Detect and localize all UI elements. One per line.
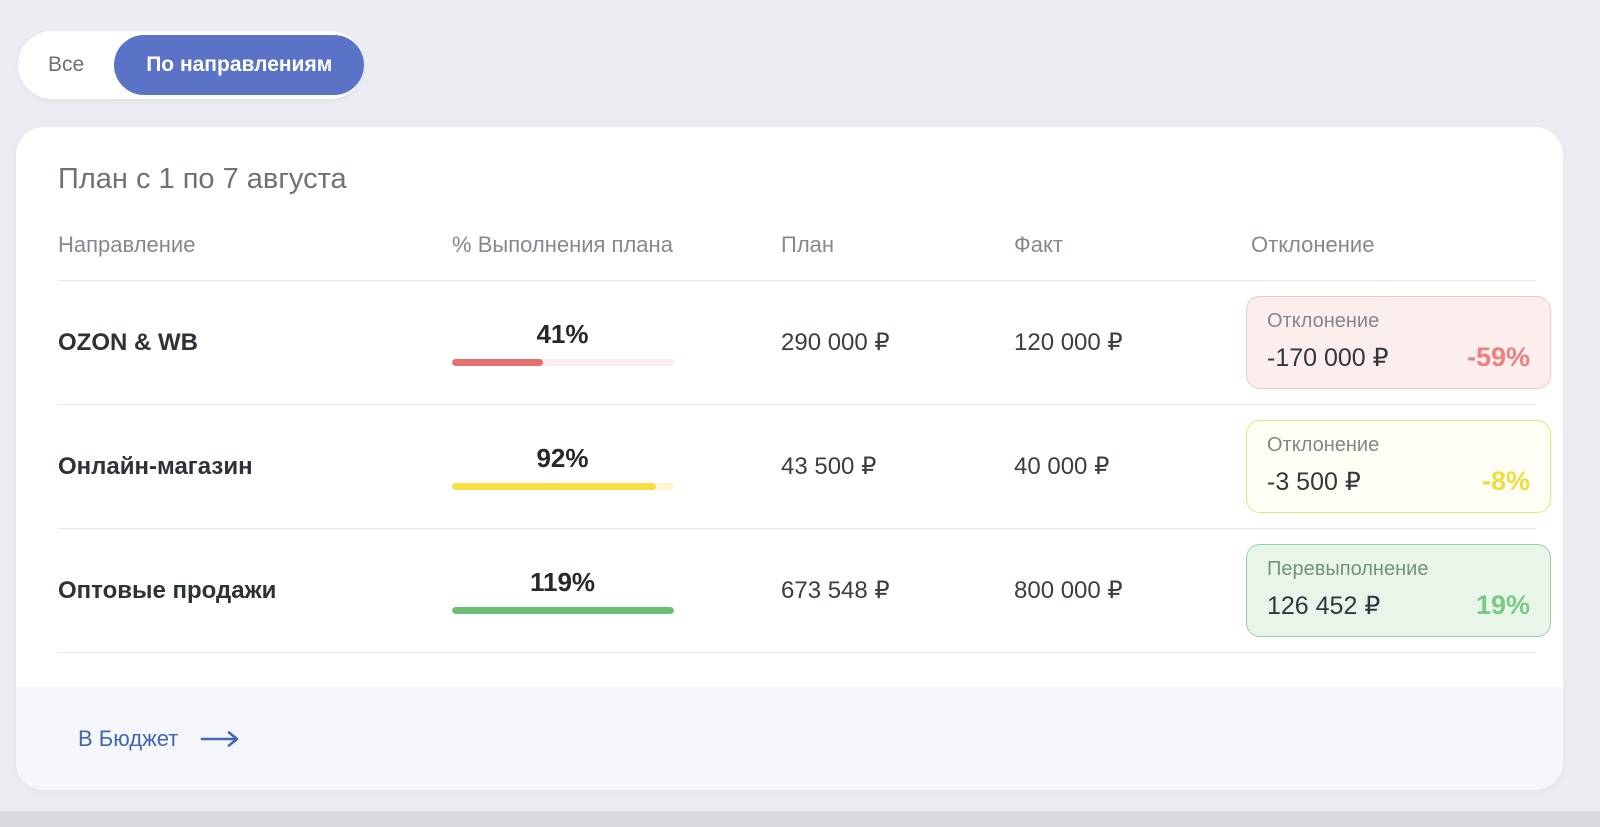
toggle-by-direction-button[interactable]: По направлениям — [114, 35, 365, 95]
budget-link[interactable]: В Бюджет — [78, 726, 240, 752]
deviation-badge: Отклонение -3 500 ₽ -8% — [1246, 420, 1551, 513]
card-title: План с 1 по 7 августа — [58, 163, 347, 195]
fact-value: 40 000 ₽ — [1014, 453, 1110, 480]
overachievement-badge: Перевыполнение 126 452 ₽ 19% — [1246, 544, 1551, 637]
fact-value: 800 000 ₽ — [1014, 577, 1123, 604]
toggle-all-button[interactable]: Все — [18, 31, 114, 99]
table-row: Онлайн-магазин 92% 43 500 ₽ 40 000 ₽ Отк… — [58, 405, 1551, 529]
deviation-badge-label: Отклонение — [1267, 310, 1380, 332]
plan-completion-progress: 119% — [441, 567, 684, 614]
table-row: Оптовые продажи 119% 673 548 ₽ 800 000 ₽… — [58, 529, 1551, 653]
card-footer: В Бюджет — [16, 687, 1563, 790]
progress-bar-fill — [451, 359, 543, 366]
deviation-badge-label: Перевыполнение — [1267, 558, 1429, 580]
deviation-badge-label: Отклонение — [1267, 434, 1380, 456]
deviation-percent: 19% — [1475, 590, 1530, 620]
budget-link-label: В Бюджет — [78, 725, 179, 751]
column-header-percent: % Выполнения плана — [452, 232, 673, 257]
plan-value: 290 000 ₽ — [781, 329, 890, 356]
plan-completion-progress: 92% — [441, 443, 684, 490]
progress-bar-track — [451, 607, 674, 614]
view-toggle-group: Все По направлениям — [18, 31, 365, 99]
direction-name: Онлайн-магазин — [58, 452, 253, 480]
progress-bar-track — [451, 483, 674, 490]
column-header-fact: Факт — [1014, 232, 1063, 257]
page-bottom-strip — [0, 811, 1600, 827]
deviation-percent: -8% — [1481, 466, 1530, 496]
progress-bar-track — [451, 359, 674, 366]
fact-value: 120 000 ₽ — [1014, 329, 1123, 356]
progress-percent-label: 41% — [536, 319, 589, 349]
plan-value: 43 500 ₽ — [781, 453, 877, 480]
table-header-row: Направление % Выполнения плана План Факт… — [58, 232, 1536, 281]
table-row: OZON & WB 41% 290 000 ₽ 120 000 ₽ Отклон… — [58, 281, 1551, 405]
deviation-percent: -59% — [1466, 342, 1530, 372]
column-header-direction: Направление — [58, 232, 196, 257]
plan-value: 673 548 ₽ — [781, 577, 890, 604]
progress-bar-fill — [451, 483, 656, 490]
progress-bar-fill — [451, 607, 674, 614]
deviation-amount: 126 452 ₽ — [1267, 592, 1381, 620]
deviation-amount: -3 500 ₽ — [1267, 468, 1361, 496]
plan-completion-progress: 41% — [441, 319, 684, 366]
progress-percent-label: 119% — [529, 567, 596, 597]
direction-name: Оптовые продажи — [58, 576, 277, 604]
deviation-amount: -170 000 ₽ — [1267, 344, 1389, 372]
plan-card-body: План с 1 по 7 августа Направление % Выпо… — [16, 127, 1563, 687]
plan-card: План с 1 по 7 августа Направление % Выпо… — [16, 127, 1563, 790]
column-header-deviation: Отклонение — [1251, 232, 1375, 257]
deviation-badge: Отклонение -170 000 ₽ -59% — [1246, 296, 1551, 389]
progress-percent-label: 92% — [536, 443, 589, 473]
column-header-plan: План — [781, 232, 835, 257]
direction-name: OZON & WB — [58, 328, 198, 356]
arrow-right-icon — [200, 730, 240, 748]
